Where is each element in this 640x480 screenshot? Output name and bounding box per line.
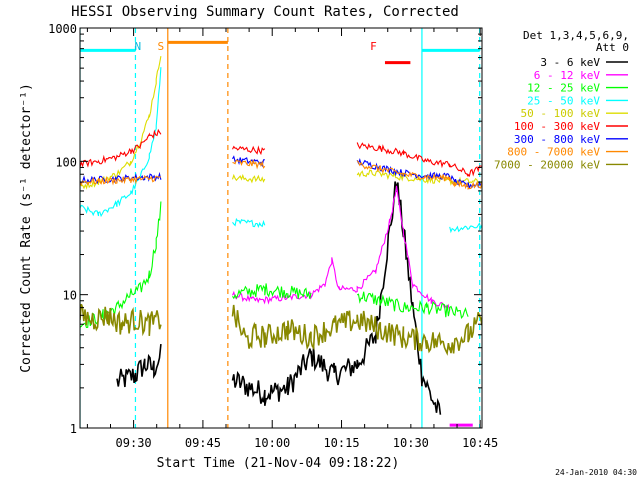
legend-label: 12 - 25 keV bbox=[527, 82, 600, 95]
x-axis: 09:30 09:45 10:00 10:15 10:30 10:45 bbox=[86, 28, 498, 450]
annotation-f: F bbox=[370, 40, 377, 53]
y-tick-label: 1000 bbox=[48, 22, 77, 36]
plot-frame bbox=[79, 27, 483, 429]
legend-header-line-1: Det 1,3,4,5,6,9, bbox=[523, 29, 629, 42]
x-tick-label: 10:30 bbox=[393, 436, 429, 450]
legend-entry: 6 - 12 keV bbox=[534, 69, 628, 82]
legend-header-line-2: Att 0 bbox=[596, 41, 629, 54]
legend-entry: 7000 - 20000 keV bbox=[494, 158, 628, 171]
legend-label: 50 - 100 keV bbox=[521, 107, 601, 120]
y-tick-label: 1 bbox=[70, 422, 77, 436]
y-tick-label: 100 bbox=[55, 155, 77, 169]
legend-label: 300 - 800 keV bbox=[514, 133, 600, 146]
legend-entry: 3 - 6 keV bbox=[540, 56, 628, 69]
annotation-s: S bbox=[158, 40, 165, 53]
legend-entry: 50 - 100 keV bbox=[521, 107, 628, 120]
series-line-25to50keV bbox=[80, 67, 482, 234]
series-line-3to6keV bbox=[116, 181, 442, 415]
y-axis-label: Corrected Count Rate (s⁻¹ detector⁻¹) bbox=[19, 83, 34, 373]
x-tick-label: 10:00 bbox=[254, 436, 290, 450]
legend-label: 3 - 6 keV bbox=[540, 56, 600, 69]
annotation-n: N bbox=[134, 40, 141, 53]
legend-entry: 300 - 800 keV bbox=[514, 133, 628, 146]
legend-entry: 100 - 300 keV bbox=[514, 120, 628, 133]
y-tick-label: 10 bbox=[63, 289, 77, 303]
x-tick-label: 10:15 bbox=[323, 436, 359, 450]
x-axis-label: Start Time (21-Nov-04 09:18:22) bbox=[157, 456, 400, 471]
legend-label: 800 - 7000 keV bbox=[507, 146, 600, 159]
series-line-100to300keV bbox=[80, 128, 482, 177]
series-line-12to25keV bbox=[80, 201, 469, 328]
legend-entry: 800 - 7000 keV bbox=[507, 146, 628, 159]
series-line-800to7000keV bbox=[80, 158, 482, 190]
legend-label: 100 - 300 keV bbox=[514, 120, 600, 133]
footer-timestamp: 24-Jan-2010 04:30 bbox=[555, 468, 637, 477]
legend-label: 7000 - 20000 keV bbox=[494, 158, 600, 171]
chart-title: HESSI Observing Summary Count Rates, Cor… bbox=[71, 4, 459, 20]
legend-entry: 12 - 25 keV bbox=[527, 82, 628, 95]
series-line-7000to20000keV bbox=[80, 303, 482, 356]
legend-label: 25 - 50 keV bbox=[527, 94, 600, 107]
legend-label: 6 - 12 keV bbox=[534, 69, 601, 82]
x-tick-label: 10:45 bbox=[462, 436, 498, 450]
y-axis: 1 10 100 1000 bbox=[48, 22, 482, 436]
x-tick-label: 09:30 bbox=[116, 436, 152, 450]
legend-entry: 25 - 50 keV bbox=[527, 94, 628, 107]
x-tick-label: 09:45 bbox=[185, 436, 221, 450]
series-line-6to12keV bbox=[231, 185, 451, 311]
